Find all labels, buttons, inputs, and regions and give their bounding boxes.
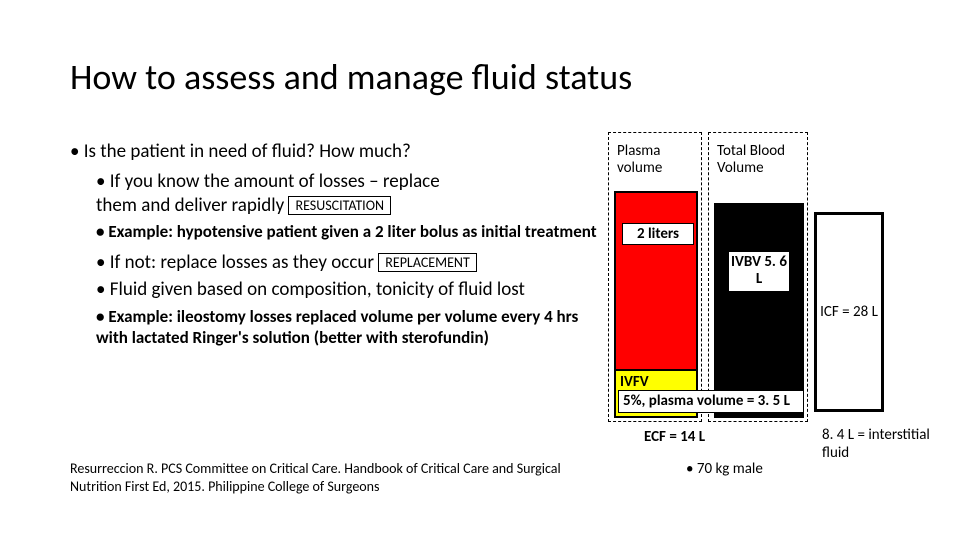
slide-title: How to assess and manage fluid status (70, 55, 632, 99)
tbv-black-fill: IVBV 5. 6 L (714, 203, 804, 418)
ivbv-box: IVBV 5. 6 L (728, 251, 790, 292)
icf-box: ICF = 28 L (814, 212, 884, 412)
text: If you know the amount of losses – repla… (110, 170, 440, 193)
plasma-volume-label: Plasma volume (617, 143, 701, 176)
plasma-volume-box: Plasma volume 2 liters IVFV (608, 132, 702, 422)
example-hypotensive: Example: hypotensive patient given a 2 l… (96, 221, 600, 242)
two-liters-box: 2 liters (622, 223, 694, 245)
content-body: Is the patient in need of fluid? How muc… (70, 140, 600, 357)
bullet-composition: Fluid given based on composition, tonici… (96, 278, 600, 302)
ivfv-label: IVFV (620, 373, 649, 391)
text: If not: replace losses as they occur (110, 251, 379, 274)
tag-resuscitation: RESUSCITATION (288, 196, 391, 216)
seventy-kg-male: 70 kg male (686, 460, 763, 478)
fluid-diagram: Plasma volume 2 liters IVFV Total Blood … (608, 132, 948, 512)
tbv-label: Total Blood Volume (717, 143, 807, 176)
citation: Resurreccion R. PCS Committee on Critica… (70, 460, 570, 496)
example-ileostomy: Example: ileostomy losses replaced volum… (96, 306, 600, 349)
five-percent-box: 5%, plasma volume = 3. 5 L (618, 390, 804, 413)
tag-replacement: REPLACEMENT (378, 253, 477, 273)
text: them and deliver rapidly (96, 194, 288, 217)
bullet-known-losses: If you know the amount of losses – repla… (96, 170, 600, 218)
icf-label: ICF = 28 L (820, 303, 878, 321)
bullet-question: Is the patient in need of fluid? How muc… (70, 140, 600, 164)
bullet-ifnot: If not: replace losses as they occur REP… (96, 251, 600, 275)
ecf-label: ECF = 14 L (644, 428, 705, 446)
total-blood-volume-box: Total Blood Volume IVBV 5. 6 L (708, 132, 808, 422)
interstitial-label: 8. 4 L = interstitial fluid (822, 426, 952, 462)
